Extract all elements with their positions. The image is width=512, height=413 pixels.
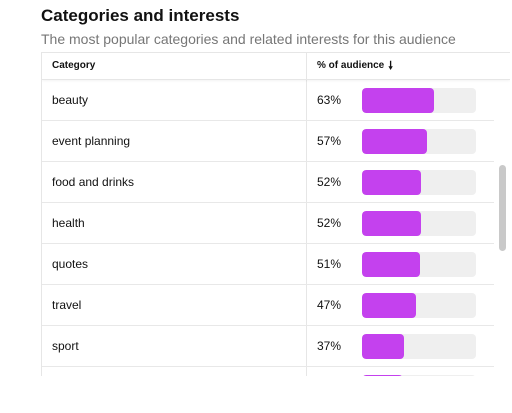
row-percent: 57% xyxy=(317,134,342,148)
row-category: beauty xyxy=(52,93,89,107)
percent-bar-track xyxy=(362,170,476,195)
table-row: event planning 57% xyxy=(42,121,494,162)
percent-bar-fill xyxy=(362,334,405,359)
table-row xyxy=(42,367,494,376)
scrollbar-thumb[interactable] xyxy=(499,165,506,251)
column-header-category[interactable]: Category xyxy=(52,60,96,71)
row-percent: 47% xyxy=(317,298,342,312)
arrow-down-icon[interactable]: 🠗 xyxy=(388,60,393,72)
row-percent: 37% xyxy=(317,339,342,353)
table-row: travel 47% xyxy=(42,285,494,326)
percent-bar-fill xyxy=(362,375,404,376)
percent-bar-track xyxy=(362,375,476,376)
percent-bar-track xyxy=(362,334,476,359)
table-header: Category % of audience 🠗 xyxy=(42,53,510,80)
percent-bar-fill xyxy=(362,293,416,318)
table-scrollbar[interactable] xyxy=(494,52,510,376)
column-header-percent-label: % of audience xyxy=(317,60,385,71)
section-title: Categories and interests xyxy=(41,6,240,25)
percent-bar-fill xyxy=(362,211,422,236)
table-body: beauty 63% event planning 57% food and d… xyxy=(42,80,494,376)
column-divider xyxy=(306,53,307,79)
percent-bar-track xyxy=(362,252,476,277)
table-row: beauty 63% xyxy=(42,80,494,121)
percent-bar-fill xyxy=(362,88,434,113)
row-category: sport xyxy=(52,339,79,353)
row-category: event planning xyxy=(52,134,131,148)
column-header-percent[interactable]: % of audience 🠗 xyxy=(317,53,393,79)
table-row: sport 37% xyxy=(42,326,494,367)
percent-bar-track xyxy=(362,293,476,318)
row-category: travel xyxy=(52,298,82,312)
percent-bar-fill xyxy=(362,252,421,277)
percent-bar-fill xyxy=(362,170,422,195)
categories-table: Category % of audience 🠗 beauty 63% event… xyxy=(41,52,510,376)
percent-bar-fill xyxy=(362,129,427,154)
table-row: health 52% xyxy=(42,203,494,244)
row-category: food and drinks xyxy=(52,175,135,189)
percent-bar-track xyxy=(362,88,476,113)
row-category: quotes xyxy=(52,257,89,271)
row-percent: 51% xyxy=(317,257,342,271)
row-percent: 52% xyxy=(317,175,342,189)
table-row: food and drinks 52% xyxy=(42,162,494,203)
row-category: health xyxy=(52,216,85,230)
percent-bar-track xyxy=(362,129,476,154)
table-row: quotes 51% xyxy=(42,244,494,285)
row-percent: 63% xyxy=(317,93,342,107)
percent-bar-track xyxy=(362,211,476,236)
section-subtitle: The most popular categories and related … xyxy=(41,31,456,47)
row-percent: 52% xyxy=(317,216,342,230)
